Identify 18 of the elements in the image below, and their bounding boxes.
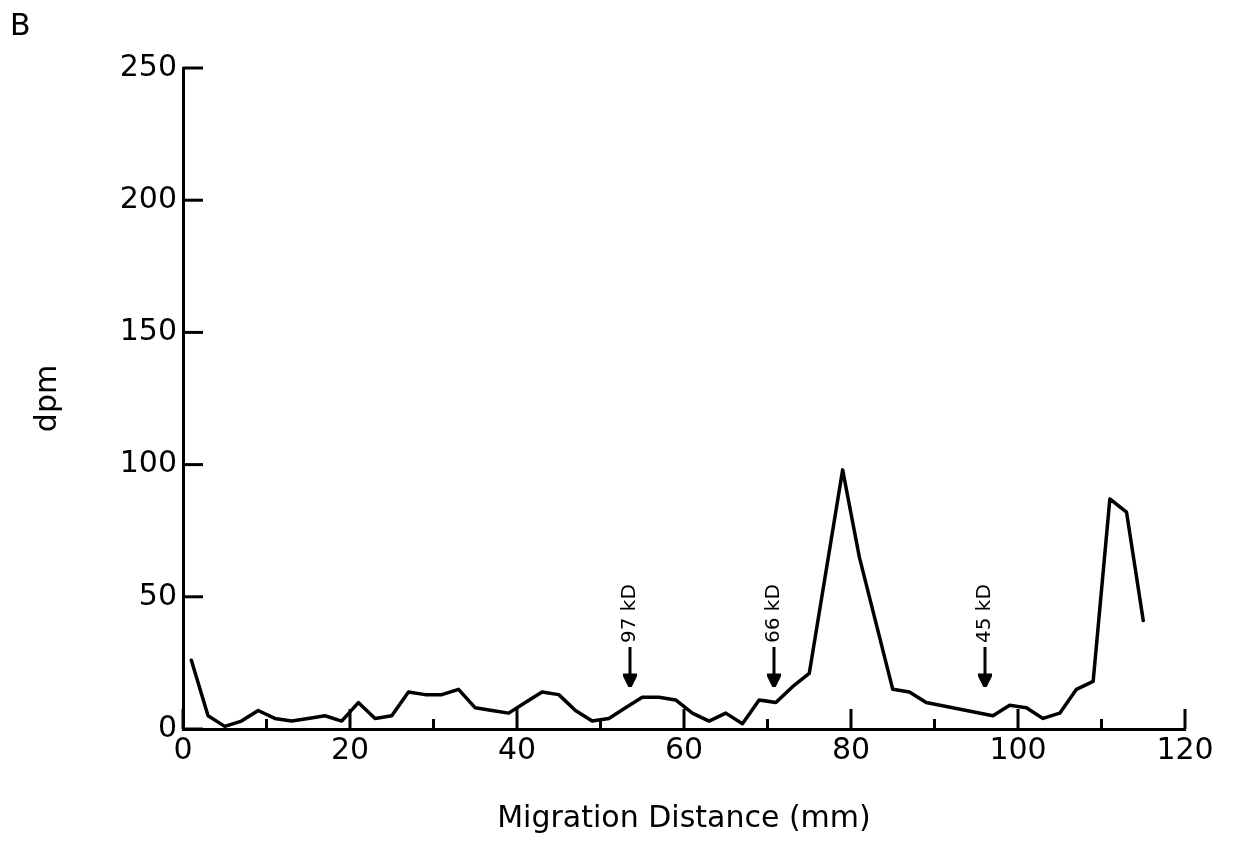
y-tick-label: 50 xyxy=(138,576,177,612)
x-tick-label: 120 xyxy=(1156,730,1214,766)
y-tick-label: 150 xyxy=(119,312,177,348)
text: B xyxy=(10,6,31,42)
x-axis-title: Migration Distance (mm) xyxy=(497,798,871,834)
y-tick-label: 100 xyxy=(119,444,177,480)
ref-line-label: 45 kD xyxy=(970,584,995,643)
y-tick-label: 0 xyxy=(157,708,177,744)
ref-line-label: 66 kD xyxy=(760,584,785,643)
x-tick-label: 100 xyxy=(989,730,1047,766)
x-tick-label: 80 xyxy=(831,730,871,766)
x-tick-label: 40 xyxy=(497,730,537,766)
x-tick-label: 20 xyxy=(330,730,370,766)
y-axis-title: dpm xyxy=(27,364,63,433)
ref-line-label: 97 kD xyxy=(615,584,640,643)
x-tick-label: 60 xyxy=(664,730,704,766)
y-tick-label: 250 xyxy=(119,47,177,83)
y-tick-label: 200 xyxy=(119,180,177,215)
